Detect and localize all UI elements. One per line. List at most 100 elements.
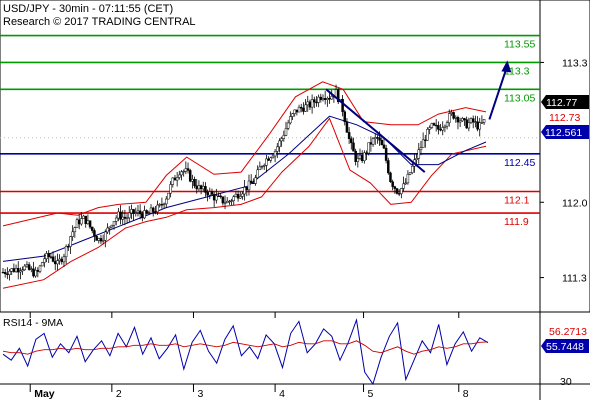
- candle-body: [51, 256, 55, 262]
- price-axis-label-112-0: 112.0: [562, 197, 588, 209]
- candle-body: [469, 118, 473, 123]
- candle-body: [165, 198, 168, 205]
- candle-body: [30, 268, 33, 270]
- candle-body: [34, 270, 37, 277]
- candle-body: [132, 209, 135, 214]
- candle-body: [345, 121, 349, 133]
- candle-body: [91, 226, 94, 231]
- candle-body: [77, 219, 81, 225]
- candle-body: [445, 122, 449, 127]
- candle-body: [265, 158, 268, 166]
- candle-body: [430, 123, 434, 128]
- candle-body: [175, 177, 179, 181]
- rsi-ma-value: 56.2713: [549, 326, 587, 338]
- candle-body: [321, 98, 325, 100]
- candle-body: [199, 185, 203, 190]
- candle-body: [358, 155, 362, 159]
- candle-body: [184, 168, 188, 172]
- candle-body: [236, 193, 240, 199]
- candle-body: [258, 166, 262, 171]
- level-label-113-3: 113.3: [504, 65, 530, 77]
- candle-body: [467, 122, 471, 129]
- candle-body: [302, 107, 305, 112]
- candle-body: [141, 213, 144, 219]
- candle-body: [178, 174, 181, 178]
- price-badge-last-bg: [541, 95, 589, 109]
- candle-body: [267, 158, 270, 161]
- candle-body: [221, 196, 225, 204]
- candle-body: [428, 127, 431, 130]
- candle-body: [62, 256, 66, 263]
- x-tick-label-8: 8: [463, 388, 469, 400]
- candle-body: [49, 256, 53, 258]
- candle-body: [456, 117, 460, 123]
- candle-body: [478, 122, 481, 130]
- candle-body: [297, 106, 301, 113]
- candle-body: [434, 124, 438, 127]
- candle-body: [75, 219, 79, 228]
- candle-body: [241, 193, 244, 197]
- candle-body: [417, 149, 421, 159]
- candle-body: [461, 118, 464, 122]
- candle-body: [112, 221, 116, 226]
- candle-body: [404, 182, 407, 185]
- candle-body: [286, 122, 290, 129]
- candle-body: [169, 184, 172, 194]
- candle-body: [282, 135, 286, 139]
- candle-body: [432, 123, 436, 126]
- candle-body: [86, 220, 90, 224]
- candle-body: [454, 117, 458, 119]
- candle-body: [162, 203, 166, 205]
- rsi-ma-line: [2, 340, 489, 355]
- candle-body: [419, 147, 423, 151]
- candle-body: [426, 129, 429, 141]
- candle-body: [343, 111, 347, 123]
- x-tick-label-2: 2: [116, 388, 122, 400]
- candle-body: [88, 220, 92, 228]
- candle-body: [273, 151, 277, 157]
- candle-body: [367, 142, 370, 154]
- candle-body: [376, 137, 379, 139]
- candle-body: [8, 270, 11, 275]
- candle-body: [319, 96, 323, 100]
- candle-body: [104, 231, 107, 241]
- candle-body: [408, 172, 412, 175]
- candle-body: [80, 218, 83, 225]
- candle-body: [228, 200, 231, 203]
- candle-body: [330, 96, 333, 100]
- moving-average-line: [2, 115, 487, 262]
- candle-body: [382, 144, 386, 149]
- candle-body: [308, 101, 312, 108]
- candle-body: [167, 192, 170, 200]
- candle-body: [247, 180, 251, 191]
- candle-body: [476, 121, 479, 130]
- candle-body: [195, 185, 198, 190]
- candle-body: [443, 125, 447, 128]
- candle-body: [47, 253, 50, 257]
- price-axis-label-111-3: 111.3: [562, 273, 587, 285]
- candle-body: [64, 246, 68, 258]
- candle-body: [117, 211, 120, 219]
- candle-body: [208, 191, 212, 196]
- candle-body: [217, 195, 220, 197]
- candle-body: [252, 182, 255, 184]
- candle-body: [437, 125, 440, 130]
- candle-body: [60, 258, 64, 263]
- candle-body: [21, 269, 24, 272]
- candlesticks: [1, 84, 486, 281]
- price-badge-last: 112.77: [546, 97, 577, 109]
- candle-body: [363, 152, 366, 161]
- price-badge-ma-bg: [541, 125, 589, 139]
- candle-body: [249, 180, 253, 184]
- candle-body: [171, 177, 175, 185]
- candle-body: [191, 179, 194, 182]
- candle-body: [108, 226, 111, 229]
- candle-body: [424, 139, 427, 141]
- candle-body: [260, 165, 264, 168]
- candle-body: [458, 120, 462, 123]
- candle-body: [160, 204, 164, 206]
- price-axis-label-113-3: 113.3: [562, 57, 588, 69]
- level-label-111-9: 111.9: [504, 216, 529, 228]
- candle-body: [16, 267, 20, 273]
